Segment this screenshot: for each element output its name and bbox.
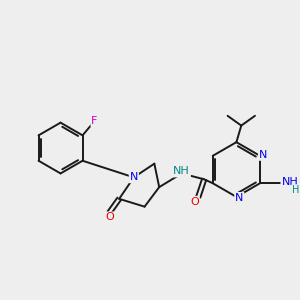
Text: O: O — [190, 197, 199, 207]
Text: H: H — [292, 185, 300, 195]
Text: N: N — [235, 193, 244, 203]
Text: NH: NH — [282, 177, 298, 187]
Text: N: N — [130, 172, 138, 182]
Text: O: O — [105, 212, 114, 222]
Text: F: F — [92, 116, 98, 126]
Text: N: N — [259, 150, 267, 160]
Text: NH: NH — [173, 167, 190, 176]
